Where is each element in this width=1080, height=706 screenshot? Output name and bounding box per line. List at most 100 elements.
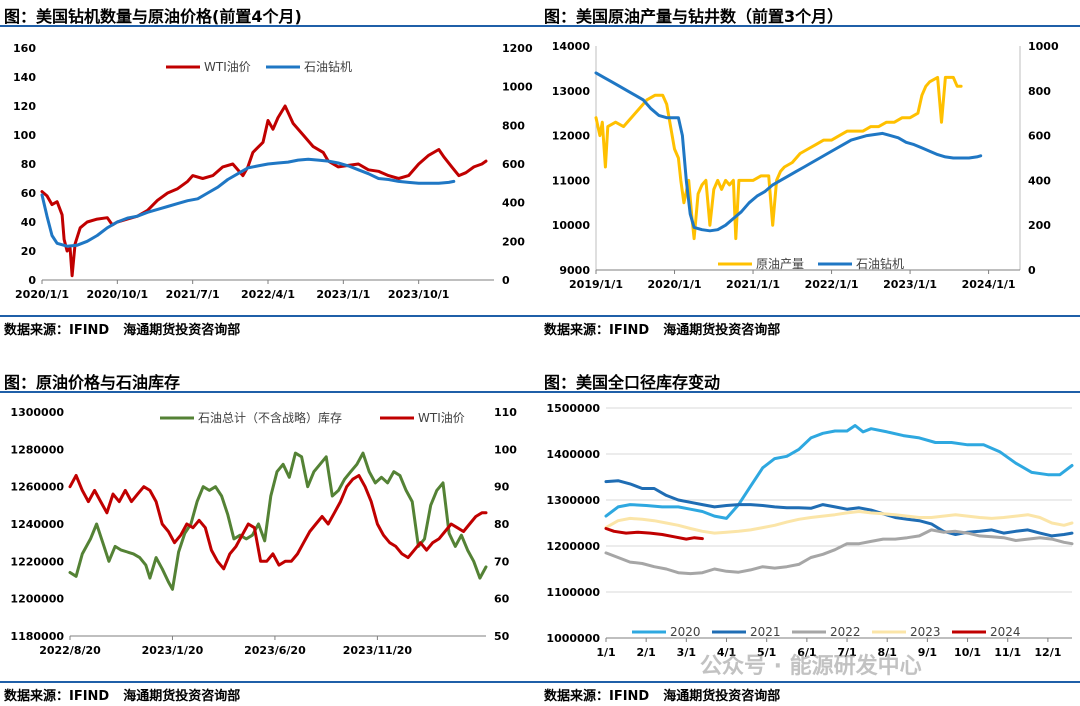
- chart-price-vs-inventory: 1180000 1200000 1220000 1240000 1260000 12800…: [10, 406, 517, 657]
- x-tick-label: 2020/1/1: [648, 278, 702, 291]
- title-divider: [540, 25, 1080, 27]
- x-tick-label: 2023/10/1: [388, 288, 450, 301]
- y-tick-label: 1400000: [546, 448, 600, 461]
- title-divider: [0, 391, 540, 393]
- source-divider: [540, 315, 1080, 317]
- y2-tick-label: 70: [494, 555, 510, 568]
- x-tick-label: 10/1: [954, 646, 981, 659]
- x-tick-label: 2020/10/1: [87, 288, 149, 301]
- source-note: 数据来源：IFIND 海通期货投资咨询部: [4, 319, 254, 338]
- source-divider: [0, 315, 540, 317]
- x-tick-label: 2023/6/20: [244, 644, 306, 657]
- panel-total-inventory: 图：美国全口径库存变动 1000000 1100000 1200000 1300000…: [540, 366, 1080, 706]
- y2-tick-label: 800: [502, 119, 525, 132]
- y2-tick-label: 200: [502, 235, 525, 248]
- panel-title: 图：美国钻机数量与原油价格(前置4个月): [4, 7, 302, 26]
- x-tick-label: 2024/1/1: [962, 278, 1016, 291]
- series-line-石油钻机: [594, 71, 983, 233]
- legend-label: 石油钻机: [856, 256, 904, 271]
- x-tick-label: 8/1: [878, 646, 897, 659]
- x-tick-label: 2023/1/1: [316, 288, 370, 301]
- x-tick-label: 2019/1/1: [569, 278, 623, 291]
- y-tick-label: 0: [28, 274, 36, 287]
- y2-tick-label: 110: [494, 406, 517, 419]
- series-line-石油总计（不含战略）库存: [68, 451, 488, 591]
- y-tick-label: 11000: [552, 174, 591, 187]
- x-tick-label: 2021/7/1: [166, 288, 220, 301]
- x-tick-label: 9/1: [918, 646, 937, 659]
- source-label: 数据来源：IFIND: [4, 323, 110, 338]
- y-tick-label: 1300000: [10, 406, 64, 419]
- series-line-石油钻机: [40, 157, 456, 248]
- legend-label: 石油钻机: [304, 59, 352, 74]
- y-tick-label: 80: [21, 158, 37, 171]
- panel-price-vs-inventory: 图：原油价格与石油库存 1180000 1200000 1220000 1240000…: [0, 366, 540, 706]
- x-tick-label: 3/1: [677, 646, 696, 659]
- y-tick-label: 60: [21, 187, 37, 200]
- x-tick-label: 6/1: [797, 646, 816, 659]
- panel-title: 图：原油价格与石油库存: [4, 373, 181, 392]
- x-tick-label: 2023/1/20: [142, 644, 204, 657]
- series-line-2024: [604, 527, 704, 541]
- series-line-WTI油价: [68, 474, 488, 571]
- source-note: 数据来源：IFIND 海通期货投资咨询部: [4, 685, 254, 704]
- y-tick-label: 120: [13, 100, 36, 113]
- y-tick-label: 14000: [552, 40, 591, 53]
- legend-label: 2022: [830, 625, 861, 639]
- x-tick-label: 2023/1/1: [883, 278, 937, 291]
- source-org: 海通期货投资咨询部: [123, 689, 241, 704]
- series-line-WTI油价: [40, 104, 488, 278]
- panel-production-vs-rigs: 图：美国原油产量与钻井数（前置3个月） 9000 10000 11000 12000 1…: [540, 0, 1080, 344]
- x-tick-label: 12/1: [1034, 646, 1061, 659]
- chart-production-vs-rigs: 9000 10000 11000 12000 13000 14000 0 200 400 600 8…: [552, 40, 1059, 291]
- x-tick-label: 2023/11/20: [343, 644, 413, 657]
- source-org: 海通期货投资咨询部: [123, 323, 241, 338]
- source-org: 海通期货投资咨询部: [663, 323, 781, 338]
- series-line-原油产量: [594, 75, 963, 241]
- x-tick-label: 2020/1/1: [15, 288, 69, 301]
- y2-tick-label: 0: [502, 274, 510, 287]
- y2-tick-label: 200: [1028, 219, 1051, 232]
- source-divider: [0, 681, 540, 683]
- legend-label: WTI油价: [418, 411, 465, 425]
- y-tick-label: 1300000: [546, 494, 600, 507]
- legend-label: WTI油价: [204, 60, 251, 74]
- series-line-2023: [604, 510, 1074, 535]
- y2-tick-label: 400: [502, 197, 525, 210]
- y-tick-label: 10000: [552, 219, 591, 232]
- y2-tick-label: 600: [502, 158, 525, 171]
- x-tick-label: 11/1: [994, 646, 1021, 659]
- panel-title: 图：美国全口径库存变动: [544, 373, 721, 392]
- x-tick-label: 2022/8/20: [39, 644, 101, 657]
- y2-tick-label: 1000: [502, 81, 533, 94]
- x-tick-label: 1/1: [596, 646, 615, 659]
- y2-tick-label: 0: [1028, 264, 1036, 277]
- legend-label: 2024: [990, 625, 1021, 639]
- y-tick-label: 13000: [552, 85, 591, 98]
- y-tick-label: 12000: [552, 130, 591, 143]
- series-line-2022: [604, 528, 1074, 576]
- source-note: 数据来源：IFIND 海通期货投资咨询部: [544, 685, 794, 704]
- chart-rigs-vs-oil-price: 0 20 40 60 80 100 120 140 160 0 200 400 600 800 1000 12…: [13, 42, 533, 301]
- y2-tick-label: 800: [1028, 85, 1051, 98]
- y2-tick-label: 50: [494, 630, 510, 643]
- series-line-2020: [604, 424, 1074, 520]
- source-label: 数据来源：IFIND: [544, 689, 650, 704]
- x-tick-label: 5/1: [757, 646, 776, 659]
- watermark: 公众号 · 能源研发中心: [700, 654, 922, 679]
- y2-tick-label: 1200: [502, 42, 533, 55]
- y-tick-label: 1180000: [10, 630, 64, 643]
- y-tick-label: 1260000: [10, 481, 64, 494]
- y-tick-label: 20: [21, 245, 37, 258]
- y-tick-label: 100: [13, 129, 36, 142]
- y-tick-label: 1200000: [546, 540, 600, 553]
- x-tick-label: 2022/1/1: [805, 278, 859, 291]
- legend-label: 原油产量: [756, 257, 804, 271]
- y-tick-label: 9000: [559, 264, 590, 277]
- x-tick-label: 2022/4/1: [241, 288, 295, 301]
- y2-tick-label: 60: [494, 593, 510, 606]
- legend-label: 石油总计（不含战略）库存: [198, 410, 342, 425]
- y-tick-label: 1000000: [546, 632, 600, 645]
- y2-tick-label: 90: [494, 481, 510, 494]
- source-label: 数据来源：IFIND: [4, 689, 110, 704]
